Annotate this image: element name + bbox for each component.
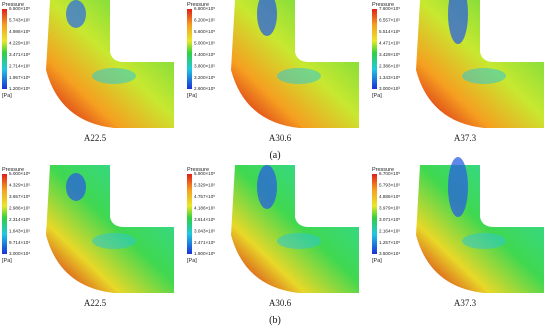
panel-label: (b) [269,315,281,326]
plot-caption: A30.6 [269,298,292,308]
plot-caption: A37.3 [454,298,477,308]
pipe-contour [416,0,544,128]
legend-title: Pressure [2,167,24,173]
low-pressure-zone [66,173,86,201]
colorbar [187,174,192,254]
mid-zone [277,68,321,84]
legend-title: Pressure [372,167,394,173]
colorbar-tick-label: 2.714×10⁵ [9,63,30,68]
colorbar-tick-label: 9.714×10⁴ [9,240,30,245]
colorbar [2,9,7,89]
colorbar-tick-label: 3.043×10⁵ [194,228,215,233]
colorbar-tick-label: 7.600×10⁵ [379,6,400,11]
legend-title: Pressure [187,167,209,173]
low-pressure-zone [448,0,468,44]
colorbar-tick-label: 1.643×10⁵ [9,228,30,233]
low-pressure-zone [66,0,86,28]
colorbar-tick-label: 5.514×10⁵ [379,29,400,34]
plot-caption: A37.3 [454,133,477,143]
plot-caption: A22.5 [84,298,107,308]
colorbar-tick-label: 6.800×10⁵ [194,6,215,11]
colorbar-tick-label: 4.471×10⁵ [379,41,400,46]
colorbar-tick-label: 3.000×10³ [379,86,400,91]
colorbar-tick-label: 5.600×10⁵ [194,29,215,34]
colorbar-tick-label: 4.329×10⁵ [9,183,30,188]
colorbar-tick-label: 5.793×10⁵ [379,183,400,188]
colorbar-tick-label: 1.900×10⁵ [194,251,215,256]
colorbar-tick-label: 1.200×10⁵ [9,86,30,91]
mid-zone [462,68,506,84]
colorbar-tick-label: 4.757×10⁵ [194,194,215,199]
mid-zone [92,233,136,249]
colorbar-tick-label: 3.000×10⁴ [9,251,30,256]
colorbar-tick-label: 6.700×10⁵ [379,171,400,176]
colorbar-tick-label: 5.000×10⁵ [9,171,30,176]
colorbar-tick-label: 6.500×10⁵ [9,6,30,11]
colorbar-tick-label: 4.986×10⁵ [9,29,30,34]
colorbar-tick-label: 3.071×10⁵ [379,217,400,222]
pipe-contour [231,0,359,128]
colorbar-tick-label: 6.557×10⁵ [379,18,400,23]
panel-label: (a) [269,150,280,161]
colorbar-tick-label: 1.257×10⁵ [379,240,400,245]
low-pressure-zone [257,0,277,36]
pipe-contour [416,165,544,293]
colorbar-tick-label: 4.400×10⁵ [194,52,215,57]
colorbar-tick-label: 3.200×10⁵ [194,75,215,80]
colorbar-tick-label: 5.743×10⁵ [9,18,30,23]
colorbar-tick-label: 5.329×10⁵ [194,183,215,188]
legend-unit: [Pa] [372,258,382,264]
pipe-contour [231,165,359,293]
colorbar-tick-label: 3.979×10⁵ [379,206,400,211]
colorbar-tick-label: 4.229×10⁵ [9,41,30,46]
colorbar [187,9,192,89]
plot-caption: A30.6 [269,133,292,143]
colorbar-tick-label: 2.600×10⁵ [194,86,215,91]
colorbar-tick-label: 6.200×10⁵ [194,18,215,23]
colorbar-tick-label: 4.886×10⁵ [379,194,400,199]
colorbar [372,9,377,89]
colorbar-tick-label: 5.900×10⁵ [194,171,215,176]
colorbar-tick-label: 2.471×10⁵ [194,240,215,245]
colorbar-tick-label: 5.000×10⁵ [194,41,215,46]
colorbar-tick-label: 1.957×10⁵ [9,75,30,80]
low-pressure-zone [257,165,277,209]
legend-title: Pressure [2,2,24,8]
colorbar-tick-label: 2.314×10⁵ [9,217,30,222]
mid-zone [462,233,506,249]
legend-title: Pressure [372,2,394,8]
legend-unit: [Pa] [2,93,12,99]
colorbar-tick-label: 3.614×10⁵ [194,217,215,222]
colorbar-tick-label: 4.186×10⁵ [194,206,215,211]
pipe-contour [46,165,174,293]
colorbar-tick-label: 3.429×10⁵ [379,52,400,57]
colorbar-tick-label: 3.500×10⁴ [379,251,400,256]
legend-title: Pressure [187,2,209,8]
legend-unit: [Pa] [187,258,197,264]
colorbar-tick-label: 3.471×10⁵ [9,52,30,57]
colorbar [372,174,377,254]
colorbar-tick-label: 3.800×10⁵ [194,63,215,68]
mid-zone [92,68,136,84]
low-pressure-zone [448,157,468,217]
colorbar-tick-label: 2.986×10⁵ [9,206,30,211]
colorbar-tick-label: 1.343×10⁵ [379,75,400,80]
legend-unit: [Pa] [187,93,197,99]
colorbar-tick-label: 2.386×10⁵ [379,63,400,68]
pipe-contour [46,0,174,128]
legend-unit: [Pa] [2,258,12,264]
mid-zone [277,233,321,249]
colorbar-tick-label: 3.657×10⁵ [9,194,30,199]
legend-unit: [Pa] [372,93,382,99]
colorbar [2,174,7,254]
plot-caption: A22.5 [84,133,107,143]
colorbar-tick-label: 2.164×10⁵ [379,228,400,233]
